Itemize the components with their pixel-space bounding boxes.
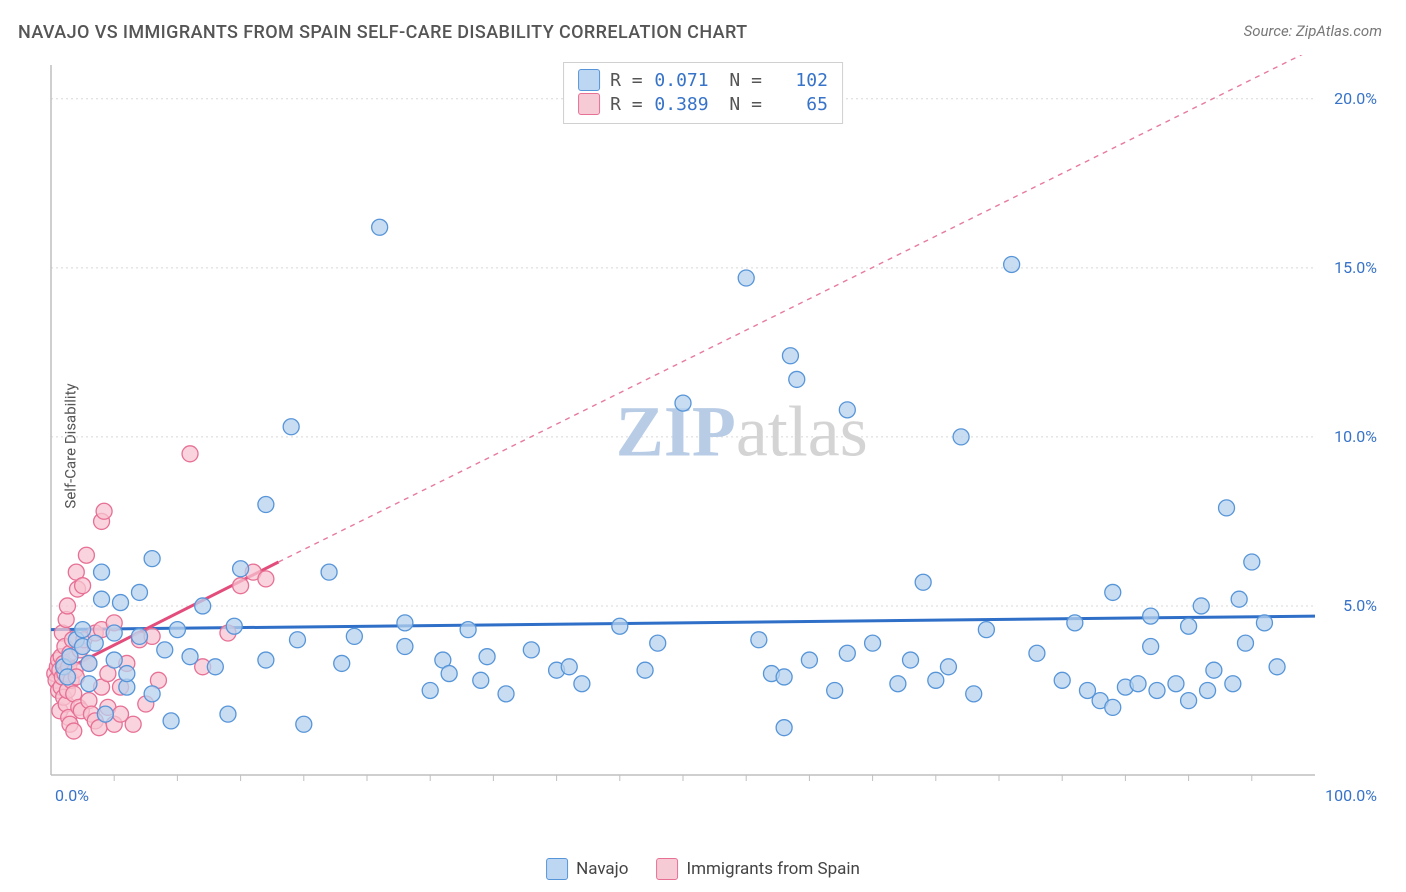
swatch-spain xyxy=(578,93,600,115)
r-value-spain: 0.389 xyxy=(653,94,709,115)
legend-row-navajo: R = 0.071 N = 102 xyxy=(578,69,828,91)
chart-plot-area: 5.0% 10.0% 15.0% 20.0% 0.0% 100.0% ZIPatlas xyxy=(45,55,1385,825)
svg-text:ZIPatlas: ZIPatlas xyxy=(616,391,868,471)
svg-text:20.0%: 20.0% xyxy=(1334,89,1377,108)
legend-label-spain: Immigrants from Spain xyxy=(686,859,859,879)
n-value-spain: 65 xyxy=(772,94,828,115)
svg-text:5.0%: 5.0% xyxy=(1343,596,1377,615)
n-value-navajo: 102 xyxy=(772,70,828,91)
legend-item-spain: Immigrants from Spain xyxy=(656,858,859,880)
series-legend: Navajo Immigrants from Spain xyxy=(546,858,860,880)
scatter-chart: 5.0% 10.0% 15.0% 20.0% 0.0% 100.0% ZIPatlas xyxy=(45,55,1385,825)
source-attribution: Source: ZipAtlas.com xyxy=(1244,22,1382,40)
legend-label-navajo: Navajo xyxy=(576,859,628,879)
legend-row-spain: R = 0.389 N = 65 xyxy=(578,93,828,115)
swatch-navajo xyxy=(578,69,600,91)
swatch-navajo-icon xyxy=(546,858,568,880)
legend-item-navajo: Navajo xyxy=(546,858,628,880)
correlation-legend: R = 0.071 N = 102 R = 0.389 N = 65 xyxy=(563,62,843,124)
r-value-navajo: 0.071 xyxy=(653,70,709,91)
swatch-spain-icon xyxy=(656,858,678,880)
chart-title: NAVAJO VS IMMIGRANTS FROM SPAIN SELF-CAR… xyxy=(18,22,747,43)
svg-text:10.0%: 10.0% xyxy=(1334,427,1377,446)
svg-text:0.0%: 0.0% xyxy=(55,786,89,805)
svg-text:15.0%: 15.0% xyxy=(1334,258,1377,277)
svg-text:100.0%: 100.0% xyxy=(1325,786,1377,805)
